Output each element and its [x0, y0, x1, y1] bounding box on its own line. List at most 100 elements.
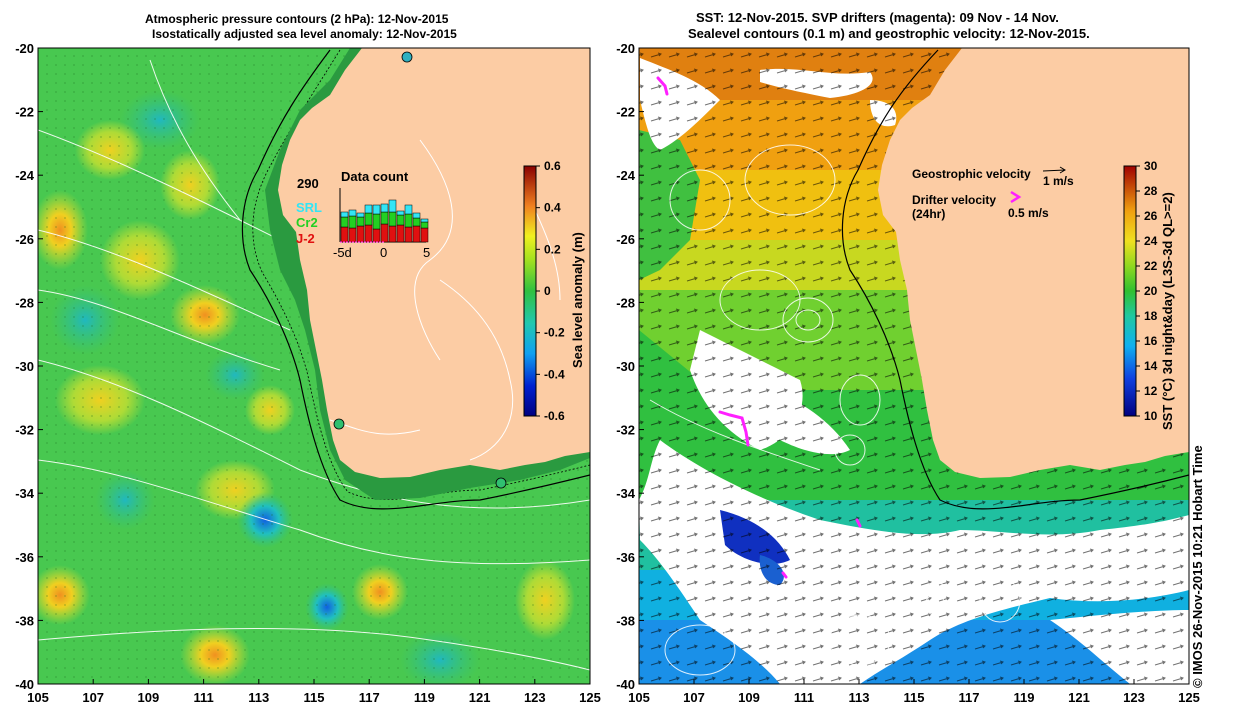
colorbar-tick-label: 14: [1144, 359, 1158, 373]
inset-bar: [340, 211, 349, 218]
inset-xtick-0: 0: [380, 245, 387, 260]
right-y-tick-label: -40: [616, 677, 635, 692]
inset-bar: [388, 225, 397, 243]
inset-bar: [420, 221, 429, 229]
colorbar-tick-label: 18: [1144, 309, 1158, 323]
inset-xtick-neg5: -5d: [333, 245, 352, 260]
right-x-tick-label: 113: [849, 690, 870, 705]
inset-bar: [396, 214, 405, 226]
left-y-tick-label: -36: [15, 550, 34, 565]
inset-bar: [412, 225, 421, 243]
right-y-tick-label: -38: [616, 613, 635, 628]
australia-landmass-left: [278, 48, 590, 478]
inset-bar: [420, 227, 429, 243]
inset-title: Data count: [341, 169, 409, 184]
left-y-tick-label: -22: [15, 105, 34, 120]
right-title-line1: SST: 12-Nov-2015. SVP drifters (magenta)…: [696, 10, 1059, 25]
right-y-tick-label: -34: [616, 486, 636, 501]
inset-bar: [372, 204, 381, 215]
data-count-inset: 290 Data count SRL Cr2 J-2 -5d 0 5: [296, 169, 430, 260]
colorbar-tick-label: -0.4: [544, 367, 565, 381]
colorbar-tick-label: 0: [544, 284, 551, 298]
left-x-tick-label: 117: [359, 690, 380, 705]
right-x-tick-label: 119: [1014, 690, 1035, 705]
inset-bar: [388, 211, 397, 227]
inset-bar: [356, 216, 365, 227]
geostrophic-label: Geostrophic velocity: [912, 167, 1031, 181]
left-x-tick-label: 111: [193, 690, 213, 705]
left-y-tick-label: -28: [15, 295, 34, 310]
inset-legend-srl: SRL: [296, 200, 322, 215]
inset-bar: [388, 199, 397, 213]
inset-bar: [372, 228, 381, 243]
inset-bar: [340, 226, 349, 243]
inset-bar: [396, 224, 405, 243]
left-x-tick-label: 105: [27, 690, 49, 705]
inset-count: 290: [297, 176, 319, 191]
drifter-sub: (24hr): [912, 207, 945, 221]
right-title-line2: Sealevel contours (0.1 m) and geostrophi…: [688, 26, 1090, 41]
sla-colorbar: 0.6 0.4 0.2 0 -0.2 -0.4 -0.6 Sea level anomaly…: [523, 159, 585, 423]
right-y-tick-label: -28: [616, 295, 635, 310]
sla-colorbar-label: Sea level anomaly (m): [570, 232, 585, 368]
left-y-tick-label: -26: [15, 232, 34, 247]
left-x-tick-label: 121: [469, 690, 491, 705]
right-y-tick-label: -24: [616, 168, 636, 183]
left-y-tick-label: -24: [15, 168, 35, 183]
right-x-tick-label: 107: [683, 690, 705, 705]
inset-legend-cr2: Cr2: [296, 215, 318, 230]
colorbar-tick-label: 22: [1144, 259, 1158, 273]
colorbar-tick-label: 20: [1144, 284, 1158, 298]
inset-bar: [404, 204, 413, 215]
velocity-legend: Geostrophic velocity 1 m/s Drifter veloc…: [912, 166, 1074, 221]
inset-bar: [404, 226, 413, 243]
right-x-tick-label: 115: [904, 690, 925, 705]
colorbar-tick-label: -0.6: [544, 409, 565, 423]
inset-bar: [348, 209, 357, 217]
inset-legend-j2: J-2: [296, 231, 315, 246]
right-y-tick-label: -20: [616, 41, 635, 56]
inset-bar: [340, 216, 349, 228]
left-y-tick-label: -38: [15, 613, 34, 628]
left-title-line1: Atmospheric pressure contours (2 hPa): 1…: [145, 12, 449, 26]
inset-bar: [356, 225, 365, 243]
right-x-tick-label: 123: [1123, 690, 1145, 705]
geostrophic-scale: 1 m/s: [1043, 174, 1074, 188]
inset-bar: [348, 227, 357, 243]
inset-bar: [348, 215, 357, 229]
inset-bar: [404, 213, 413, 228]
colorbar-tick-label: 24: [1144, 234, 1158, 248]
inset-bar: [380, 211, 389, 225]
left-y-tick-label: -30: [15, 359, 34, 374]
left-title-line2: Isostatically adjusted sea level anomaly…: [152, 27, 457, 41]
right-x-tick-label: 117: [959, 690, 980, 705]
inset-bar: [356, 212, 365, 218]
drifter-label: Drifter velocity: [912, 193, 996, 207]
left-y-tick-label: -20: [15, 41, 34, 56]
colorbar-tick-label: 16: [1144, 334, 1158, 348]
inset-bar: [420, 218, 429, 223]
colorbar-tick-label: 0.4: [544, 201, 561, 215]
colorbar-tick-label: 28: [1144, 184, 1158, 198]
inset-bar: [372, 213, 381, 230]
inset-bar: [396, 210, 405, 216]
left-x-tick-label: 125: [579, 690, 601, 705]
colorbar-tick-label: 0.6: [544, 159, 561, 173]
colorbar-tick-label: 26: [1144, 209, 1158, 223]
left-x-tick-label: 119: [414, 690, 435, 705]
inset-bar: [364, 204, 373, 214]
australia-landmass-right: [878, 48, 1189, 478]
geostrophic-arrow-icon: [1042, 166, 1066, 174]
colorbar-tick-label: 0.2: [544, 242, 561, 256]
inset-bar: [412, 212, 421, 219]
credit-text: © IMOS 26-Nov-2015 10:21 Hobart Time: [1190, 445, 1205, 688]
right-x-tick-label: 121: [1068, 690, 1090, 705]
left-x-tick-label: 113: [248, 690, 269, 705]
left-y-tick-label: -32: [15, 423, 34, 438]
colorbar-tick-label: 12: [1144, 384, 1158, 398]
right-x-tick-label: 125: [1178, 690, 1200, 705]
right-x-tick-label: 109: [738, 690, 760, 705]
inset-bar: [380, 223, 389, 243]
right-y-tick-label: -22: [616, 105, 635, 120]
